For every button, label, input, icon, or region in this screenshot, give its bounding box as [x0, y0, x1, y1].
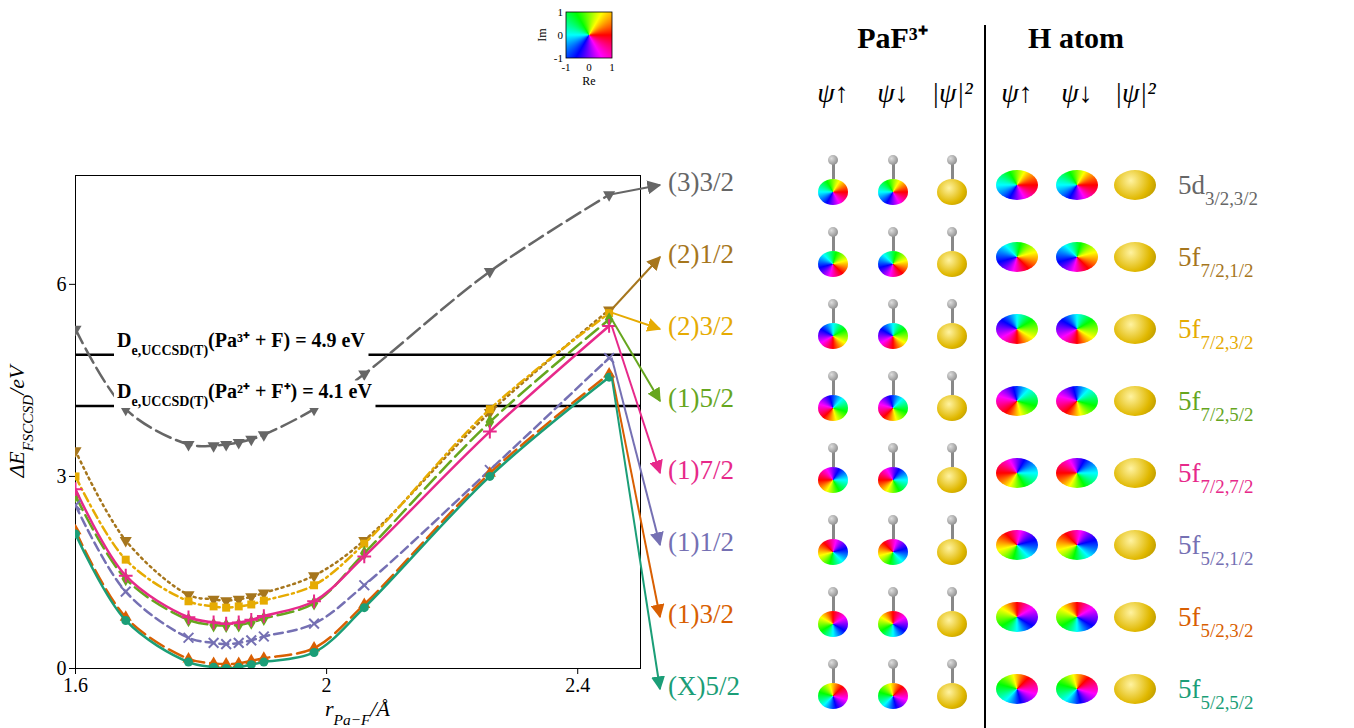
svg-text:5f7/2,1/2: 5f7/2,1/2 [1178, 242, 1254, 281]
svg-text:5f5/2,3/2: 5f5/2,3/2 [1178, 602, 1254, 641]
svg-text:(3)3/2: (3)3/2 [668, 167, 734, 197]
svg-text:ψ↓: ψ↓ [877, 77, 908, 108]
svg-text:ψ↓: ψ↓ [1061, 77, 1092, 108]
svg-text:5f7/2,7/2: 5f7/2,7/2 [1178, 458, 1254, 497]
svg-text:5f7/2,3/2: 5f7/2,3/2 [1178, 314, 1254, 353]
svg-text:5f7/2,5/2: 5f7/2,5/2 [1178, 386, 1254, 425]
svg-text:2.4: 2.4 [565, 674, 590, 696]
svg-text:ψ↑: ψ↑ [1001, 77, 1032, 108]
svg-text:H atom: H atom [1028, 21, 1124, 54]
svg-text:1: 1 [558, 6, 564, 18]
svg-text:5f5/2,1/2: 5f5/2,1/2 [1178, 530, 1254, 569]
svg-text:3: 3 [57, 465, 67, 487]
svg-text:1.6: 1.6 [63, 674, 88, 696]
svg-text:1: 1 [609, 61, 615, 73]
svg-text:(2)3/2: (2)3/2 [668, 311, 734, 341]
svg-text:(2)1/2: (2)1/2 [668, 239, 734, 269]
svg-text:Re: Re [582, 74, 595, 88]
svg-text:0: 0 [558, 29, 564, 41]
svg-text:De,UCCSD(T)(Pa³⁺ + F) = 4.9 eV: De,UCCSD(T)(Pa³⁺ + F) = 4.9 eV [117, 329, 365, 359]
svg-text:5f5/2,5/2: 5f5/2,5/2 [1178, 674, 1254, 713]
svg-text:5d3/2,3/2: 5d3/2,3/2 [1178, 170, 1258, 209]
svg-text:|ψ|²: |ψ|² [1114, 77, 1156, 108]
svg-text:(1)1/2: (1)1/2 [668, 527, 734, 557]
svg-text:|ψ|²: |ψ|² [931, 77, 973, 108]
svg-text:(X)5/2: (X)5/2 [668, 671, 740, 701]
svg-text:ΔEFSCCSD/eV: ΔEFSCCSD/eV [4, 363, 36, 479]
svg-text:rPa−F/Å: rPa−F/Å [325, 696, 391, 728]
svg-text:6: 6 [57, 273, 67, 295]
svg-text:0: 0 [56, 656, 67, 679]
svg-text:-1: -1 [561, 61, 570, 73]
svg-text:ψ↑: ψ↑ [817, 77, 848, 108]
svg-text:2: 2 [322, 674, 332, 696]
svg-text:De,UCCSD(T)(Pa²⁺ + F⁺) = 4.1 e: De,UCCSD(T)(Pa²⁺ + F⁺) = 4.1 eV [117, 380, 372, 410]
svg-text:-1: -1 [554, 52, 563, 64]
svg-text:(1)7/2: (1)7/2 [668, 455, 734, 485]
svg-text:(1)5/2: (1)5/2 [668, 383, 734, 413]
svg-text:PaF³⁺: PaF³⁺ [857, 21, 928, 54]
svg-text:0: 0 [586, 61, 592, 73]
svg-text:(1)3/2: (1)3/2 [668, 599, 734, 629]
svg-text:Im: Im [535, 28, 549, 42]
